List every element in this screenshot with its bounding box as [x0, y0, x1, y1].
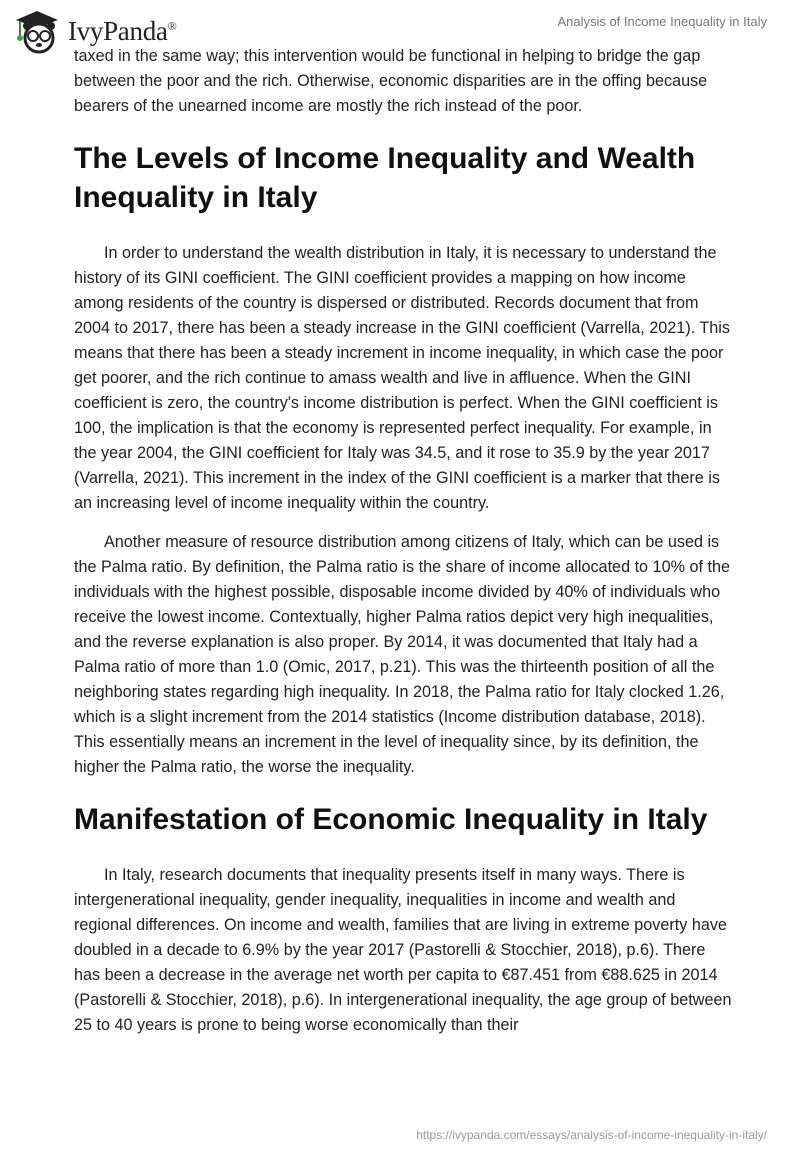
paragraph-manifestation: In Italy, research documents that inequa…: [74, 866, 732, 1034]
paragraph-palma: Another measure of resource distribution…: [74, 533, 730, 776]
page-header: IvyPanda® Analysis of Income Inequality …: [0, 0, 800, 60]
intro-paragraph: taxed in the same way; this intervention…: [74, 47, 708, 115]
source-url[interactable]: https://ivypanda.com/essays/analysis-of-…: [416, 1128, 767, 1142]
logo-text: IvyPanda®: [68, 15, 177, 46]
article-body: taxed in the same way; this intervention…: [74, 44, 734, 1052]
section-heading-manifestation: Manifestation of Economic Inequality in …: [74, 803, 708, 836]
ivypanda-logo[interactable]: IvyPanda®: [12, 8, 177, 54]
document-title: Analysis of Income Inequality in Italy: [557, 14, 767, 29]
paragraph-gini: In order to understand the wealth distri…: [74, 244, 730, 512]
section-heading-levels: The Levels of Income Inequality and Weal…: [74, 142, 696, 214]
panda-graduate-icon: [16, 11, 58, 54]
